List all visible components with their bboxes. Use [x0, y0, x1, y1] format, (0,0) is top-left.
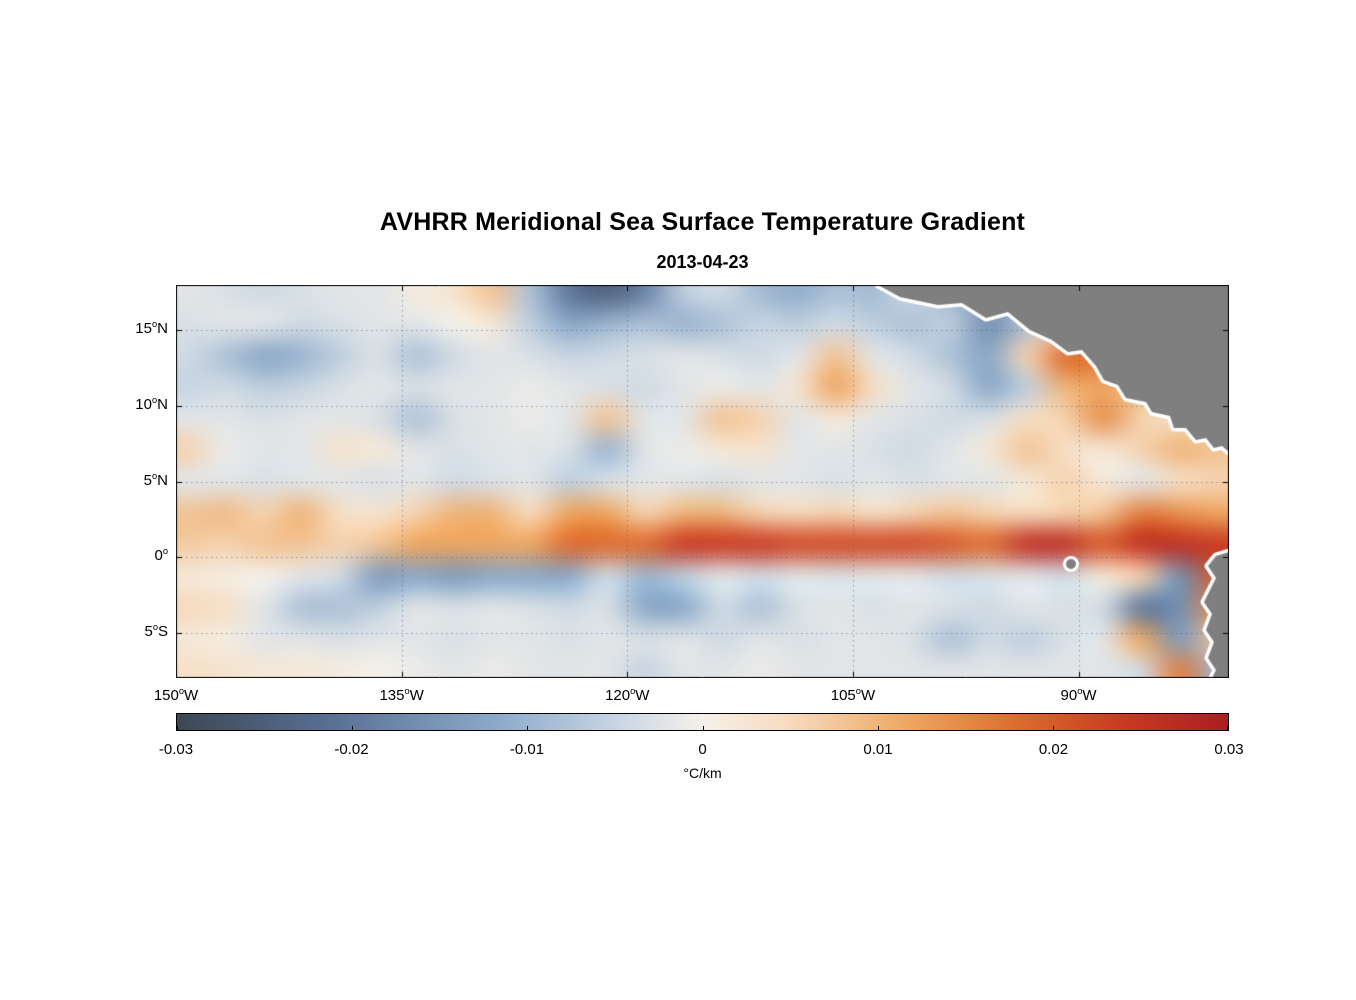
- lat-tick-label: 10oN: [135, 394, 168, 413]
- heatmap-canvas: [176, 285, 1229, 678]
- lon-tick-label: 105oW: [830, 686, 876, 704]
- lat-tick-label: 5oS: [144, 621, 168, 640]
- colorbar-tick-label: 0.02: [1038, 741, 1069, 758]
- colorbar-tick-label: 0.01: [863, 741, 893, 758]
- lat-tick-label: 15oN: [135, 319, 168, 338]
- colorbar-tick-label: 0.03: [1214, 741, 1244, 758]
- lon-tick-label: 150oW: [153, 686, 199, 704]
- lon-tick-label: 120oW: [605, 686, 650, 704]
- lat-tick-label: 5oN: [143, 470, 168, 489]
- colorbar-unit-label: °C/km: [683, 765, 722, 781]
- lon-tick-label: 90oW: [1060, 686, 1097, 704]
- chart-title: AVHRR Meridional Sea Surface Temperature…: [379, 208, 1026, 236]
- chart-date-subtitle: 2013-04-23: [656, 252, 749, 272]
- colorbar-tick-mark: [527, 726, 529, 730]
- colorbar-tick-label: -0.02: [334, 741, 369, 758]
- colorbar-tick-mark: [352, 726, 354, 730]
- colorbar-tick-label: 0: [698, 741, 707, 758]
- colorbar-tick-mark: [177, 726, 178, 730]
- colorbar-tick-label: -0.03: [158, 741, 194, 758]
- colorbar-tick-label: -0.01: [509, 741, 545, 758]
- colorbar: [176, 713, 1229, 731]
- colorbar-tick-mark: [1052, 726, 1054, 730]
- map-plot-area: [176, 285, 1229, 678]
- lat-tick-label: 0o: [154, 546, 168, 565]
- colorbar-tick-mark: [702, 726, 704, 730]
- colorbar-tick-mark: [877, 726, 879, 730]
- lon-tick-label: 135oW: [379, 686, 424, 704]
- colorbar-tick-mark: [1227, 726, 1228, 730]
